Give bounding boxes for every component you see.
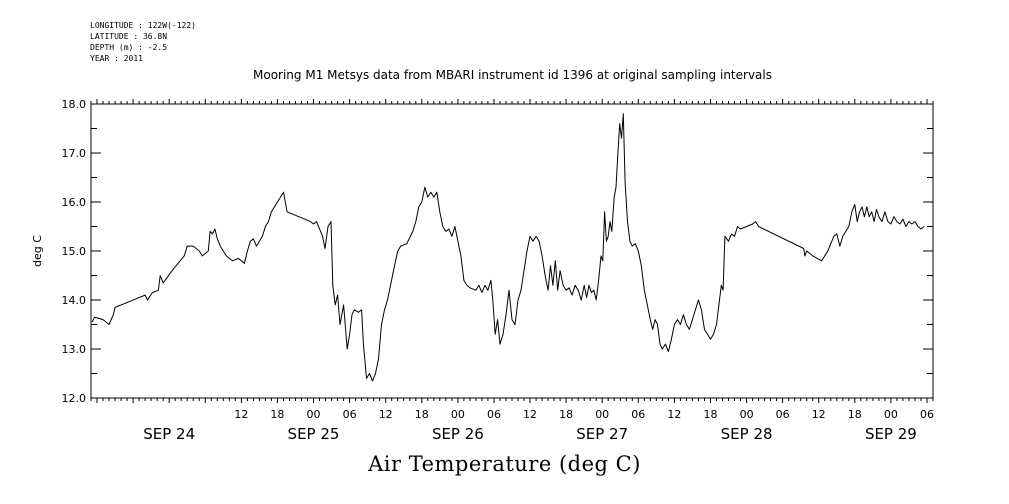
x-date-label: SEP 27 bbox=[576, 425, 628, 443]
latitude-label: LATITUDE : 36.8N bbox=[90, 32, 168, 41]
x-tick-label: 18 bbox=[559, 408, 573, 421]
x-tick-label: 06 bbox=[487, 408, 501, 421]
x-tick-label: 18 bbox=[270, 408, 284, 421]
x-date-label: SEP 28 bbox=[721, 425, 773, 443]
y-tick-label: 18.0 bbox=[62, 98, 87, 111]
chart-title: Mooring M1 Metsys data from MBARI instru… bbox=[253, 68, 772, 82]
depth-label: DEPTH (m) : -2.5 bbox=[90, 43, 168, 52]
x-tick-label: 12 bbox=[523, 408, 537, 421]
x-date-label: SEP 25 bbox=[288, 425, 340, 443]
x-tick-label: 12 bbox=[379, 408, 393, 421]
y-tick-label: 15.0 bbox=[62, 245, 87, 258]
x-tick-label: 12 bbox=[234, 408, 248, 421]
dataset-metadata: LONGITUDE : 122W(-122) LATITUDE : 36.8N … bbox=[90, 20, 196, 64]
series-line bbox=[91, 113, 925, 382]
x-tick-label: 12 bbox=[812, 408, 826, 421]
longitude-label: LONGITUDE : 122W(-122) bbox=[90, 21, 196, 30]
y-tick-label: 17.0 bbox=[62, 147, 87, 160]
x-tick-label: 06 bbox=[343, 408, 357, 421]
x-tick-label: 00 bbox=[884, 408, 898, 421]
x-tick-label: 06 bbox=[631, 408, 645, 421]
x-axis-title: Air Temperature (deg C) bbox=[368, 452, 641, 476]
x-tick-label: 00 bbox=[307, 408, 321, 421]
y-tick-label: 16.0 bbox=[62, 196, 87, 209]
x-tick-label: 00 bbox=[740, 408, 754, 421]
x-date-label: SEP 24 bbox=[143, 425, 195, 443]
x-date-label: SEP 26 bbox=[432, 425, 484, 443]
x-tick-label: 18 bbox=[848, 408, 862, 421]
x-tick-label: 12 bbox=[667, 408, 681, 421]
y-axis-title: deg C bbox=[31, 235, 44, 267]
y-tick-label: 13.0 bbox=[62, 343, 87, 356]
y-tick-label: 12.0 bbox=[62, 392, 87, 405]
y-tick-label: 14.0 bbox=[62, 294, 87, 307]
x-tick-label: 06 bbox=[776, 408, 790, 421]
x-tick-label: 00 bbox=[595, 408, 609, 421]
x-tick-label: 06 bbox=[920, 408, 934, 421]
x-tick-label: 00 bbox=[451, 408, 465, 421]
x-tick-label: 18 bbox=[704, 408, 718, 421]
x-tick-label: 18 bbox=[415, 408, 429, 421]
year-label: YEAR : 2011 bbox=[90, 54, 143, 63]
x-date-label: SEP 29 bbox=[865, 425, 917, 443]
